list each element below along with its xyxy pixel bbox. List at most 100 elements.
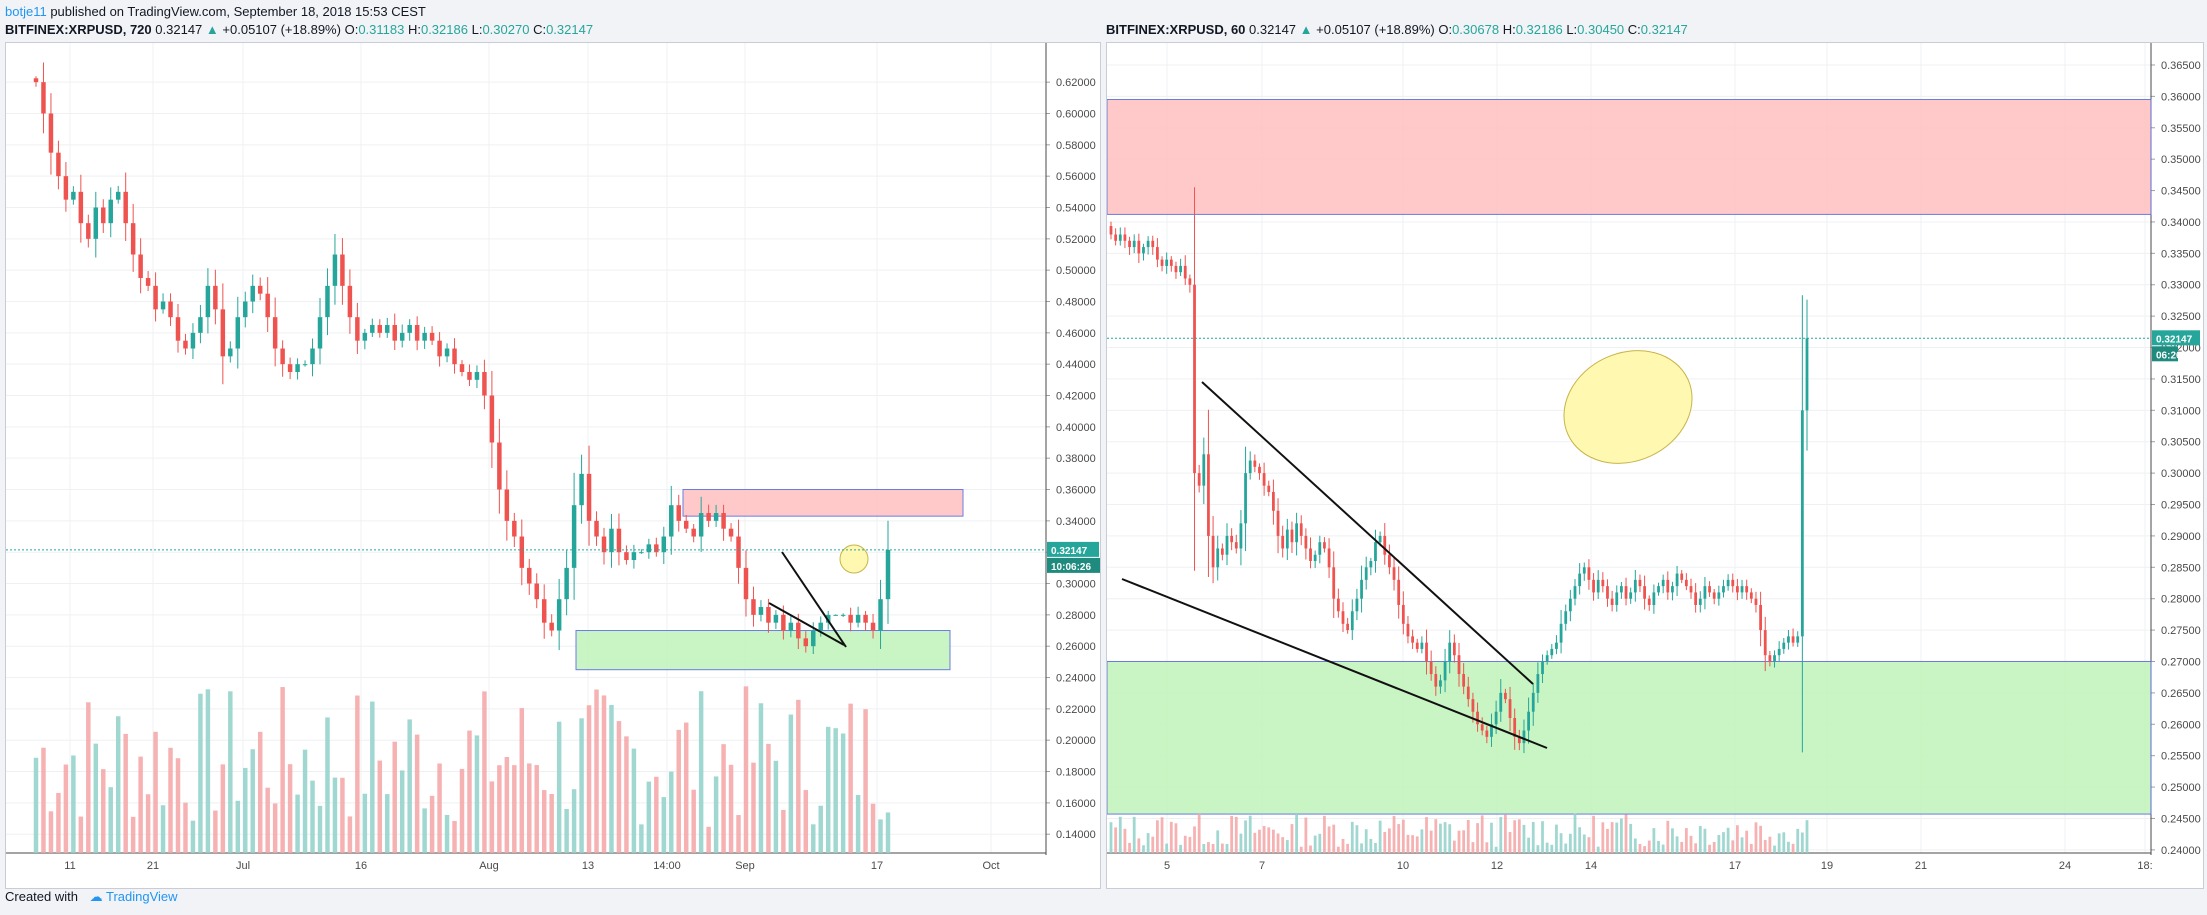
volume-bar (474, 735, 480, 853)
candle-body (1466, 686, 1470, 700)
trend-line (781, 551, 847, 648)
candle-body (205, 285, 211, 318)
candle-body (1281, 535, 1285, 549)
volume-bar (1304, 817, 1308, 853)
volume-bar (1745, 830, 1749, 853)
candle-body (1327, 548, 1331, 568)
volume-bar (78, 816, 84, 853)
volume-bar (1476, 823, 1479, 853)
candle-body (123, 191, 128, 224)
x-tick-label: 16 (355, 860, 367, 872)
volume-bar (1276, 833, 1280, 853)
candle-body (594, 520, 599, 537)
x-tick-label: Sep (735, 860, 755, 872)
volume-bar (1466, 819, 1470, 853)
candle-body (1253, 460, 1257, 467)
tradingview-brand[interactable]: TradingView (106, 889, 178, 904)
volume-bar (130, 816, 136, 853)
candle-body (1462, 674, 1466, 687)
volume-bar (355, 695, 360, 853)
volume-bar (1425, 817, 1428, 853)
volume-bar (1722, 832, 1725, 853)
volume-bar (1406, 834, 1410, 853)
left-candlestick-chart[interactable]: 0.62000 0.60000 0.58000 0.56000 0.54000 0.520… (6, 43, 1100, 888)
volume-bar (33, 757, 39, 853)
volume-bar (1267, 827, 1271, 853)
candle-body (414, 325, 420, 341)
x-tick-label: 18: (2137, 860, 2152, 872)
right-high: 0.32186 (1515, 22, 1563, 37)
tradingview-logo-icon[interactable]: ☁ (89, 889, 103, 904)
candle-body (766, 607, 771, 623)
volume-bar (190, 820, 196, 853)
candle-body (1722, 586, 1725, 593)
volume-bar (1485, 842, 1489, 853)
volume-bar (459, 768, 465, 853)
candle-body (1504, 692, 1507, 700)
candle-body (235, 317, 241, 349)
volume-bar (115, 716, 121, 853)
author-link[interactable]: botje11 (5, 4, 47, 19)
publish-info: published on TradingView.com, September … (50, 4, 426, 19)
x-tick-label: Jul (236, 860, 250, 872)
volume-bar (796, 699, 801, 853)
candle-body (1220, 548, 1224, 555)
candle-body (1332, 567, 1336, 599)
y-tick-label: 0.34000 (1056, 516, 1096, 528)
y-tick-label: 0.29000 (2161, 531, 2201, 543)
volume-bar (1146, 833, 1150, 853)
candle-body (1624, 586, 1628, 599)
right-symbol[interactable]: BITFINEX:XRPUSD, 60 (1106, 22, 1246, 37)
volume-bar (1578, 827, 1582, 853)
volume-bar (1536, 845, 1540, 853)
y-tick-label: 0.22000 (1056, 704, 1096, 716)
volume-bar (855, 794, 861, 853)
left-high: 0.32186 (420, 22, 468, 37)
left-symbol[interactable]: BITFINEX:XRPUSD, 720 (5, 22, 152, 37)
candle-body (1754, 598, 1758, 605)
x-tick-label: 17 (871, 860, 883, 872)
right-o-label: O: (1438, 22, 1453, 37)
volume-bar (1355, 825, 1359, 853)
candle-body (257, 285, 263, 294)
candle-body (713, 513, 719, 521)
candle-body (1559, 623, 1563, 643)
left-chart-panel[interactable]: 0.62000 0.60000 0.58000 0.56000 0.54000 0.520… (5, 42, 1101, 889)
y-tick-label: 0.30000 (2161, 468, 2201, 480)
volume-bar (1401, 819, 1405, 853)
volume-bar (1272, 829, 1275, 853)
volume-bar (1439, 823, 1442, 853)
y-tick-label: 0.40000 (1056, 422, 1096, 434)
volume-bar (1531, 821, 1535, 853)
y-tick-label: 0.62000 (1056, 77, 1096, 89)
candle-body (1425, 642, 1428, 662)
candle-body (1364, 567, 1368, 580)
volume-bar (1671, 828, 1674, 853)
candle-body (86, 223, 91, 239)
candle-body (1225, 535, 1229, 555)
volume-bar (1457, 830, 1461, 853)
candle-body (1471, 699, 1475, 712)
volume-bar (863, 709, 868, 853)
x-tick-label: 19 (1821, 860, 1833, 872)
volume-bar (1471, 842, 1475, 853)
right-chart-panel[interactable]: 0.36500 0.36000 0.35500 0.35000 0.34500 0.340… (1106, 42, 2204, 889)
volume-bar (1490, 822, 1493, 853)
volume-bar (1513, 820, 1517, 853)
volume-bar (1763, 840, 1767, 853)
candle-body (1657, 586, 1660, 593)
candle-body (1740, 586, 1744, 593)
candle-body (1211, 535, 1215, 568)
candle-body (1443, 661, 1447, 681)
candle-body (213, 285, 218, 310)
candle-body (1109, 226, 1113, 235)
candle-body (1606, 586, 1609, 599)
candle-body (609, 528, 614, 553)
volume-bar (1183, 835, 1187, 853)
candle-body (489, 395, 495, 443)
volume-bar (1448, 824, 1452, 853)
volume-bar (1708, 844, 1711, 853)
price-label: 0.32147 (1051, 546, 1088, 557)
candle-body (818, 622, 823, 631)
right-candlestick-chart[interactable]: 0.36500 0.36000 0.35500 0.35000 0.34500 0.340… (1107, 43, 2203, 888)
